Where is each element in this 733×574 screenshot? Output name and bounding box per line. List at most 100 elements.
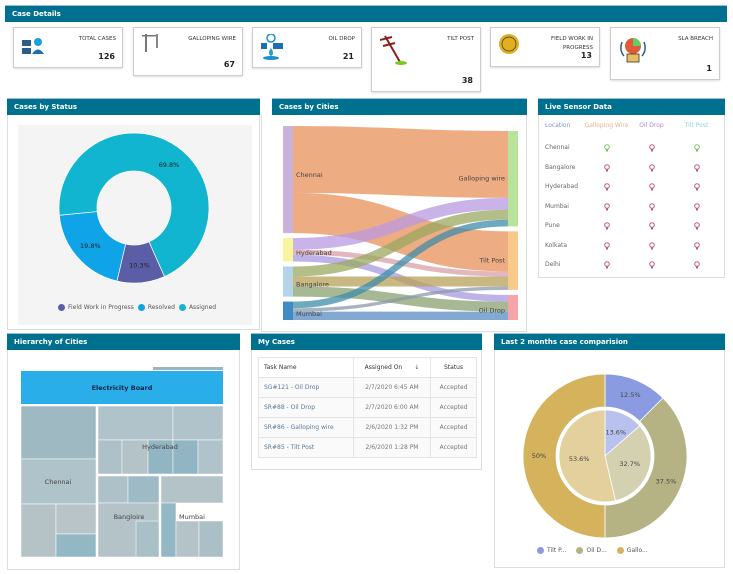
status-donut-chart: 10.3% 19.8% 69.8% [58, 132, 210, 284]
sankey-node-label: Hyderabad [296, 249, 332, 257]
bulb-red-icon[interactable] [693, 183, 700, 193]
comparison-panel: 12.5% 37.5% 50% 13.6% 32.7% 53.6% Tilt P... Oi… [494, 350, 725, 568]
treemap-city-hyderabad[interactable]: Hyderabad [142, 443, 178, 451]
sankey-node-bangalore[interactable] [283, 266, 293, 297]
location-cell: Delhi [545, 261, 561, 268]
column-header-assigned-on[interactable]: Assigned On ↓ [352, 357, 432, 378]
bulb-red-icon[interactable] [693, 163, 700, 174]
tilted-post-icon [379, 34, 408, 70]
bulb-red-icon[interactable] [693, 222, 700, 232]
bulb-red-icon[interactable] [693, 241, 700, 252]
sankey-node-label: Galloping wire [458, 175, 505, 183]
task-name-link[interactable]: SG#121 - Oil Drop [258, 377, 354, 398]
bulb-red-icon[interactable] [648, 202, 655, 213]
column-header: Location [545, 122, 571, 129]
section-title: Hierarchy of Cities [14, 338, 88, 346]
legend-item[interactable]: Gallo... [616, 547, 648, 554]
sensor-status-cell [584, 222, 629, 242]
case-card-field-work-in-progress[interactable]: FIELD WORK IN PROGRESS 13 [490, 27, 600, 67]
treemap-root-node[interactable] [21, 371, 223, 404]
case-card-sla-breach[interactable]: SLA BREACH 1 [610, 27, 720, 80]
bulb-red-icon[interactable] [603, 163, 610, 174]
location-cell: Chennai [545, 144, 570, 151]
sankey-link[interactable] [292, 125, 509, 198]
my-cases-table: Task Name Assigned On ↓ Status SG#121 - Oil … [258, 357, 477, 458]
task-name-link[interactable]: SR#86 - Galloping wire [258, 417, 354, 438]
oil-gauge-icon [261, 33, 289, 70]
legend-item[interactable]: Assigned [178, 304, 217, 311]
bulb-red-icon[interactable] [603, 222, 610, 232]
case-card-tilt-post[interactable]: TILT POST 38 [371, 27, 481, 92]
inner-slice-1[interactable] [604, 425, 652, 502]
sankey-link[interactable] [292, 286, 509, 312]
sankey-node-chennai[interactable] [283, 126, 293, 234]
donut-slice-2[interactable] [58, 132, 210, 277]
sankey-node-tilt-post[interactable] [508, 231, 518, 290]
treemap-scroll-bar[interactable] [153, 367, 223, 370]
legend-item[interactable]: Field Work in Progress [58, 304, 134, 311]
sensor-row: Kolkata [539, 242, 719, 262]
bulb-red-icon[interactable] [603, 202, 610, 213]
sankey-link[interactable] [292, 197, 509, 250]
sankey-link[interactable] [292, 209, 509, 277]
sensor-row: Chennai [539, 144, 719, 164]
legend-item[interactable]: Tilt P... [537, 547, 566, 554]
table-row[interactable]: SG#121 - Oil Drop 2/7/2020 6:45 AM Accepte… [258, 377, 477, 398]
table-row[interactable]: SR#85 - Tilt Post 2/6/2020 1:28 PM Accepte… [258, 437, 477, 458]
task-name-link[interactable]: SR#88 - Oil Drop [258, 397, 354, 418]
legend-label: Assigned [188, 304, 217, 311]
column-header-task-name[interactable]: Task Name [258, 357, 354, 378]
legend-label: Gallo... [626, 547, 648, 554]
legend-dot [576, 547, 584, 554]
column-header: Tilt Post [684, 122, 709, 129]
svg-text:Hyderabad: Hyderabad [142, 443, 178, 451]
sankey-link[interactable] [292, 219, 509, 309]
case-card-oil-drop[interactable]: OIL DROP 21 [252, 27, 362, 68]
bulb-red-icon[interactable] [648, 222, 655, 232]
sensor-status-cell [629, 261, 674, 281]
legend-dot [537, 547, 544, 554]
case-card-total-cases[interactable]: TOTAL CASES 126 [13, 27, 123, 68]
bulb-red-icon[interactable] [648, 144, 655, 154]
bulb-green-icon[interactable] [693, 144, 700, 154]
column-header-status[interactable]: Status [430, 357, 477, 378]
task-name-link[interactable]: SR#85 - Tilt Post [258, 437, 354, 458]
bulb-red-icon[interactable] [693, 261, 700, 271]
users-screen-icon [22, 34, 50, 70]
inner-slice-2[interactable] [558, 409, 616, 503]
sankey-node-hyderabad[interactable] [283, 238, 293, 262]
legend-item[interactable]: Oil D... [576, 547, 607, 554]
table-row[interactable]: SR#88 - Oil Drop 2/7/2020 6:00 AM Accepted [258, 397, 477, 418]
bulb-red-icon[interactable] [603, 261, 610, 271]
sankey-node-oil-drop[interactable] [508, 294, 518, 320]
legend-item[interactable]: Resolved [137, 304, 175, 311]
sankey-node-galloping-wire[interactable] [508, 131, 518, 227]
bulb-red-icon[interactable] [693, 202, 700, 213]
location-cell: Hyderabad [545, 183, 578, 190]
table-row[interactable]: SR#86 - Galloping wire 2/6/2020 1:32 PM Ac… [258, 417, 477, 438]
sankey-node-mumbai[interactable] [283, 301, 293, 320]
sensor-status-cell [674, 163, 719, 184]
treemap-city-mumbai[interactable]: Mumbai [179, 513, 205, 521]
bulb-red-icon[interactable] [648, 163, 655, 174]
card-value: 38 [461, 76, 473, 85]
sort-icon[interactable]: ↓ [414, 364, 420, 371]
bulb-green-icon[interactable] [603, 144, 610, 154]
bulb-red-icon[interactable] [603, 183, 610, 193]
status-cell: Accepted [430, 377, 477, 398]
card-value: 1 [706, 64, 712, 73]
treemap-city-bangalore[interactable]: Bangloire [114, 513, 145, 521]
bulb-red-icon[interactable] [648, 183, 655, 193]
sensor-status-cell [674, 261, 719, 281]
bulb-red-icon[interactable] [648, 241, 655, 252]
case-card-galloping-wire[interactable]: GALLOPING WIRE 67 [133, 27, 243, 76]
sensor-status-cell [674, 183, 719, 203]
assigned-on-cell: 2/7/2020 6:00 AM [352, 397, 432, 418]
bulb-red-icon[interactable] [603, 241, 610, 252]
treemap-city-chennai[interactable]: Chennai [45, 478, 72, 486]
bulb-red-icon[interactable] [648, 261, 655, 271]
sankey-node-label: Bangalore [296, 281, 329, 289]
sankey-link[interactable] [292, 192, 509, 272]
table-header-row: Task Name Assigned On ↓ Status [258, 357, 477, 378]
legend-dot [616, 547, 624, 554]
